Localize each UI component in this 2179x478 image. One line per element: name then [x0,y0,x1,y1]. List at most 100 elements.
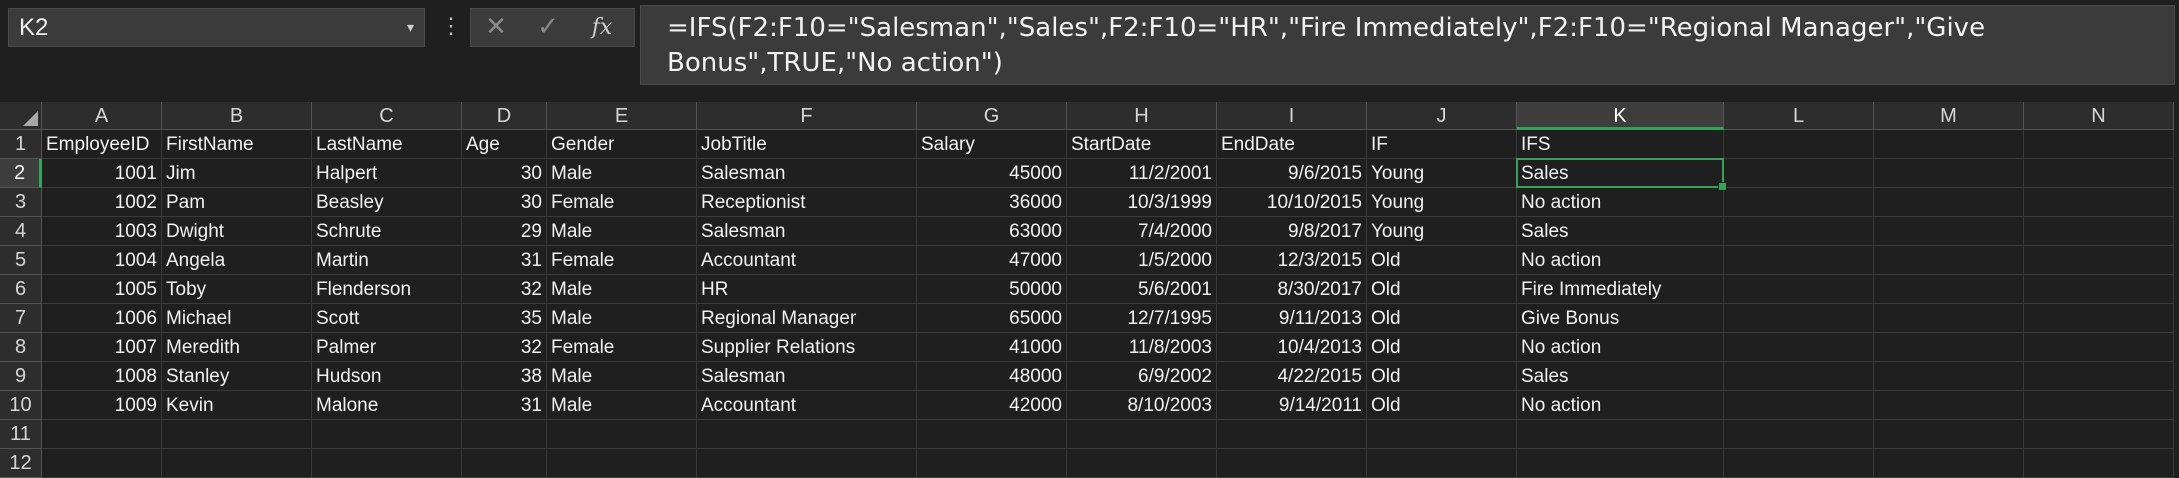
cell-e11[interactable] [547,420,697,449]
cell-d4[interactable]: 29 [462,217,547,246]
cell-l5[interactable] [1724,246,1874,275]
name-box[interactable]: K2 ▾ [8,8,425,47]
cell-l1[interactable] [1724,130,1874,159]
column-header-m[interactable]: M [1874,102,2024,130]
select-all-corner[interactable] [0,102,42,130]
cell-a6[interactable]: 1005 [42,275,162,304]
cell-j10[interactable]: Old [1367,391,1517,420]
cell-m12[interactable] [1874,449,2024,478]
cell-c6[interactable]: Flenderson [312,275,462,304]
cell-g4[interactable]: 63000 [917,217,1067,246]
cell-l2[interactable] [1724,159,1874,188]
cell-a4[interactable]: 1003 [42,217,162,246]
cell-b9[interactable]: Stanley [162,362,312,391]
cell-d1[interactable]: Age [462,130,547,159]
cell-f11[interactable] [697,420,917,449]
cell-h9[interactable]: 6/9/2002 [1067,362,1217,391]
cell-h7[interactable]: 12/7/1995 [1067,304,1217,333]
cell-k1[interactable]: IFS [1517,130,1724,159]
cell-l9[interactable] [1724,362,1874,391]
cell-c8[interactable]: Palmer [312,333,462,362]
cell-l8[interactable] [1724,333,1874,362]
cell-l6[interactable] [1724,275,1874,304]
cell-g7[interactable]: 65000 [917,304,1067,333]
cell-i7[interactable]: 9/11/2013 [1217,304,1367,333]
cell-d2[interactable]: 30 [462,159,547,188]
column-header-d[interactable]: D [462,102,547,130]
cell-i5[interactable]: 12/3/2015 [1217,246,1367,275]
cell-l7[interactable] [1724,304,1874,333]
row-header-9[interactable]: 9 [0,362,42,391]
cell-h1[interactable]: StartDate [1067,130,1217,159]
cell-k2[interactable]: Sales [1517,159,1724,188]
cell-n12[interactable] [2024,449,2174,478]
column-header-l[interactable]: L [1724,102,1874,130]
cell-n10[interactable] [2024,391,2174,420]
cell-a3[interactable]: 1002 [42,188,162,217]
cell-h4[interactable]: 7/4/2000 [1067,217,1217,246]
cell-k12[interactable] [1517,449,1724,478]
cell-e7[interactable]: Male [547,304,697,333]
cell-h12[interactable] [1067,449,1217,478]
cell-a7[interactable]: 1006 [42,304,162,333]
cell-d8[interactable]: 32 [462,333,547,362]
cell-e6[interactable]: Male [547,275,697,304]
cell-c7[interactable]: Scott [312,304,462,333]
cell-c4[interactable]: Schrute [312,217,462,246]
cell-d10[interactable]: 31 [462,391,547,420]
cell-m3[interactable] [1874,188,2024,217]
cell-m4[interactable] [1874,217,2024,246]
cell-j1[interactable]: IF [1367,130,1517,159]
cell-c5[interactable]: Martin [312,246,462,275]
column-header-n[interactable]: N [2024,102,2174,130]
cell-b5[interactable]: Angela [162,246,312,275]
cell-n3[interactable] [2024,188,2174,217]
cell-h3[interactable]: 10/3/1999 [1067,188,1217,217]
cell-k10[interactable]: No action [1517,391,1724,420]
cell-l10[interactable] [1724,391,1874,420]
column-header-k[interactable]: K [1517,102,1724,130]
cell-k3[interactable]: No action [1517,188,1724,217]
cell-f3[interactable]: Receptionist [697,188,917,217]
cell-c2[interactable]: Halpert [312,159,462,188]
column-header-a[interactable]: A [42,102,162,130]
cell-e2[interactable]: Male [547,159,697,188]
cell-i3[interactable]: 10/10/2015 [1217,188,1367,217]
cell-d3[interactable]: 30 [462,188,547,217]
cell-g2[interactable]: 45000 [917,159,1067,188]
cell-n1[interactable] [2024,130,2174,159]
cell-b6[interactable]: Toby [162,275,312,304]
cell-g6[interactable]: 50000 [917,275,1067,304]
cell-c11[interactable] [312,420,462,449]
cell-k8[interactable]: No action [1517,333,1724,362]
fx-icon[interactable]: fx [591,15,613,40]
cell-j8[interactable]: Old [1367,333,1517,362]
column-header-e[interactable]: E [547,102,697,130]
cell-c3[interactable]: Beasley [312,188,462,217]
cell-m2[interactable] [1874,159,2024,188]
cell-k6[interactable]: Fire Immediately [1517,275,1724,304]
cell-m1[interactable] [1874,130,2024,159]
cell-d12[interactable] [462,449,547,478]
cell-n6[interactable] [2024,275,2174,304]
cell-a9[interactable]: 1008 [42,362,162,391]
cell-k5[interactable]: No action [1517,246,1724,275]
column-header-c[interactable]: C [312,102,462,130]
cell-a11[interactable] [42,420,162,449]
cell-h10[interactable]: 8/10/2003 [1067,391,1217,420]
cell-j5[interactable]: Old [1367,246,1517,275]
cell-b2[interactable]: Jim [162,159,312,188]
row-header-1[interactable]: 1 [0,130,42,159]
cell-i6[interactable]: 8/30/2017 [1217,275,1367,304]
cell-j3[interactable]: Young [1367,188,1517,217]
cell-j4[interactable]: Young [1367,217,1517,246]
cell-f2[interactable]: Salesman [697,159,917,188]
cell-h6[interactable]: 5/6/2001 [1067,275,1217,304]
row-header-12[interactable]: 12 [0,449,42,478]
cell-g11[interactable] [917,420,1067,449]
cell-b10[interactable]: Kevin [162,391,312,420]
column-header-g[interactable]: G [917,102,1067,130]
cell-h8[interactable]: 11/8/2003 [1067,333,1217,362]
cell-f10[interactable]: Accountant [697,391,917,420]
column-header-b[interactable]: B [162,102,312,130]
